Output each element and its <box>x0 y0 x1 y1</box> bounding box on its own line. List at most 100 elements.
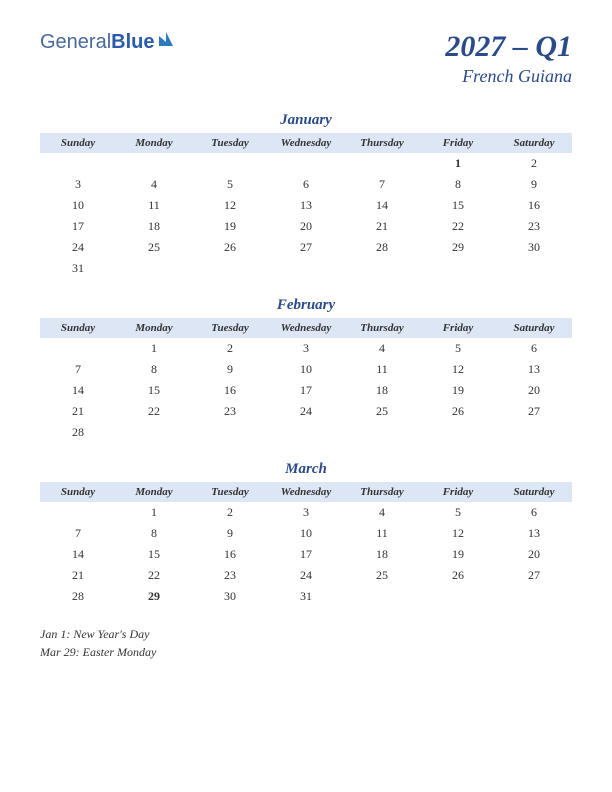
calendar-cell: 29 <box>116 586 192 607</box>
calendar-cell: 5 <box>420 502 496 523</box>
calendar-cell: 17 <box>268 380 344 401</box>
calendar-cell: 1 <box>116 502 192 523</box>
calendar-cell: 9 <box>496 174 572 195</box>
calendar-cell: 14 <box>40 380 116 401</box>
month-name: February <box>40 297 572 314</box>
calendar-cell: 20 <box>496 380 572 401</box>
holiday-note: Mar 29: Easter Monday <box>40 643 572 661</box>
calendar-cell <box>496 586 572 607</box>
calendar-cell: 29 <box>420 237 496 258</box>
calendars-container: JanuarySundayMondayTuesdayWednesdayThurs… <box>40 112 572 607</box>
day-header: Wednesday <box>268 482 344 502</box>
calendar-cell: 12 <box>420 359 496 380</box>
calendar-cell: 9 <box>192 523 268 544</box>
calendar-row: 123456 <box>40 502 572 523</box>
logo-icon <box>157 30 175 54</box>
calendar-cell: 21 <box>344 216 420 237</box>
calendar-cell: 10 <box>268 523 344 544</box>
day-header: Sunday <box>40 482 116 502</box>
calendar-cell: 3 <box>40 174 116 195</box>
day-header: Thursday <box>344 482 420 502</box>
calendar-row: 12 <box>40 153 572 174</box>
calendar-cell: 26 <box>420 401 496 422</box>
calendar-cell: 12 <box>420 523 496 544</box>
calendar-table: SundayMondayTuesdayWednesdayThursdayFrid… <box>40 133 572 279</box>
calendar-cell <box>420 586 496 607</box>
calendar-cell: 11 <box>344 359 420 380</box>
calendar-cell <box>496 258 572 279</box>
calendar-cell: 11 <box>344 523 420 544</box>
calendar-cell: 8 <box>116 359 192 380</box>
calendar-cell: 23 <box>496 216 572 237</box>
calendar-cell: 18 <box>344 544 420 565</box>
calendar-row: 21222324252627 <box>40 401 572 422</box>
calendar-cell <box>192 422 268 443</box>
calendar-cell: 16 <box>192 544 268 565</box>
day-header: Tuesday <box>192 318 268 338</box>
calendar-cell: 13 <box>268 195 344 216</box>
calendar-cell <box>116 153 192 174</box>
calendar-cell: 27 <box>496 401 572 422</box>
calendar-cell: 8 <box>116 523 192 544</box>
calendar-cell: 18 <box>116 216 192 237</box>
calendar-cell <box>192 153 268 174</box>
calendar-cell: 14 <box>344 195 420 216</box>
calendar-cell: 2 <box>192 502 268 523</box>
calendar-cell: 15 <box>420 195 496 216</box>
day-header: Saturday <box>496 133 572 153</box>
calendar-cell: 28 <box>40 586 116 607</box>
calendar-cell: 16 <box>496 195 572 216</box>
day-header: Monday <box>116 482 192 502</box>
calendar-cell: 15 <box>116 544 192 565</box>
calendar-row: 3456789 <box>40 174 572 195</box>
day-header: Wednesday <box>268 318 344 338</box>
calendar-cell: 24 <box>268 401 344 422</box>
calendar-cell: 26 <box>420 565 496 586</box>
day-header: Saturday <box>496 482 572 502</box>
calendar-cell: 5 <box>192 174 268 195</box>
calendar-cell: 31 <box>268 586 344 607</box>
calendar-cell: 14 <box>40 544 116 565</box>
calendar-cell: 4 <box>344 502 420 523</box>
page-subtitle: French Guiana <box>445 66 572 87</box>
calendar-cell <box>268 258 344 279</box>
calendar-cell <box>268 422 344 443</box>
day-header: Sunday <box>40 133 116 153</box>
day-header: Friday <box>420 133 496 153</box>
calendar-cell: 25 <box>116 237 192 258</box>
calendar-row: 17181920212223 <box>40 216 572 237</box>
month-block: February SundayMondayTuesdayWednesdayThur… <box>40 297 572 443</box>
day-header: Tuesday <box>192 482 268 502</box>
day-header: Saturday <box>496 318 572 338</box>
day-header: Monday <box>116 318 192 338</box>
calendar-cell: 2 <box>496 153 572 174</box>
calendar-cell: 25 <box>344 565 420 586</box>
calendar-cell <box>116 258 192 279</box>
calendar-row: 123456 <box>40 338 572 359</box>
calendar-cell: 17 <box>268 544 344 565</box>
logo: GeneralBlue <box>40 30 175 54</box>
calendar-cell <box>116 422 192 443</box>
calendar-cell: 26 <box>192 237 268 258</box>
day-header: Thursday <box>344 318 420 338</box>
calendar-table: SundayMondayTuesdayWednesdayThursdayFrid… <box>40 482 572 607</box>
calendar-cell <box>344 258 420 279</box>
calendar-cell <box>268 153 344 174</box>
calendar-cell: 10 <box>40 195 116 216</box>
calendar-cell: 12 <box>192 195 268 216</box>
month-block: MarchSundayMondayTuesdayWednesdayThursda… <box>40 461 572 607</box>
calendar-cell: 18 <box>344 380 420 401</box>
calendar-cell: 13 <box>496 359 572 380</box>
calendar-cell: 23 <box>192 565 268 586</box>
calendar-cell: 19 <box>192 216 268 237</box>
calendar-cell: 7 <box>40 523 116 544</box>
calendar-cell: 28 <box>344 237 420 258</box>
calendar-cell: 15 <box>116 380 192 401</box>
day-header: Sunday <box>40 318 116 338</box>
calendar-cell: 20 <box>268 216 344 237</box>
calendar-cell: 2 <box>192 338 268 359</box>
calendar-row: 28293031 <box>40 586 572 607</box>
calendar-cell: 30 <box>192 586 268 607</box>
calendar-row: 14151617181920 <box>40 380 572 401</box>
calendar-cell: 22 <box>116 565 192 586</box>
